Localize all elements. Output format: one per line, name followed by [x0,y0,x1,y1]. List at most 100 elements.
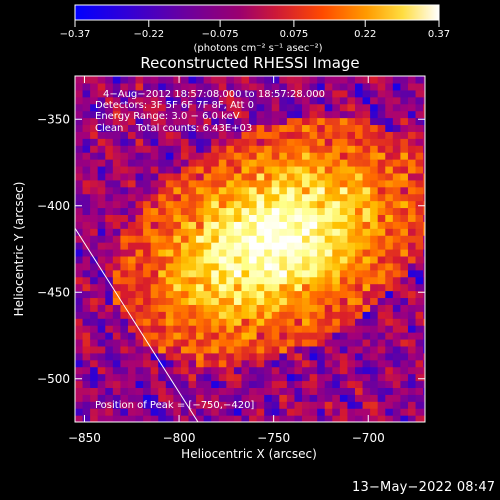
heatmap-cell [339,89,349,98]
heatmap-cell [75,179,84,188]
heatmap-cell [249,318,258,326]
heatmap-cell [226,373,235,382]
heatmap-cell [279,262,288,271]
heatmap-cell [392,235,402,243]
heatmap-cell [75,373,84,382]
heatmap-cell [143,186,152,195]
heatmap-cell [158,345,167,354]
heatmap-cell [97,159,106,167]
heatmap-cell [75,207,84,215]
heatmap-cell [173,373,182,382]
heatmap-cell [203,159,212,167]
heatmap-cell [196,110,205,119]
heatmap-cell [377,193,386,202]
heatmap-cell [90,193,99,202]
heatmap-cell [120,228,129,236]
heatmap-cell [332,338,341,347]
heatmap-cell [143,117,152,126]
heatmap-cell [339,152,349,160]
heatmap-cell [203,394,212,402]
heatmap-cell [256,415,265,422]
heatmap-cell [90,394,99,402]
heatmap-cell [407,394,417,402]
heatmap-cell [218,276,227,285]
heatmap-cell [173,380,182,388]
heatmap-cell [392,415,402,422]
heatmap-cell [196,408,205,416]
heatmap-cell [271,193,280,202]
heatmap-cell [90,387,99,395]
heatmap-cell [347,138,356,146]
heatmap-cell [347,228,356,236]
heatmap-cell [324,228,333,236]
heatmap-cell [377,242,386,250]
heatmap-cell [324,152,333,160]
heatmap-cell [112,408,122,416]
heatmap-cell [218,366,227,375]
heatmap-cell [309,401,318,409]
generation-timestamp: 13−May−2022 08:47 [352,480,496,495]
heatmap-cell [392,110,402,119]
heatmap-cell [286,186,296,195]
heatmap-cell [377,255,386,264]
heatmap-cell [271,262,280,271]
heatmap-cell [286,415,296,422]
heatmap-cell [317,172,326,181]
heatmap-cell [196,179,205,188]
heatmap-cell [370,207,379,215]
heatmap-cell [127,394,137,402]
heatmap-cell [423,165,425,174]
heatmap-cell [317,228,326,236]
heatmap-cell [362,366,371,375]
heatmap-cell [180,165,190,174]
heatmap-cell [218,401,227,409]
heatmap-cell [332,89,341,98]
heatmap-cell [385,152,394,160]
heatmap-cell [355,117,364,126]
heatmap-cell [355,297,364,305]
heatmap-cell [347,345,356,354]
heatmap-cell [355,255,364,264]
heatmap-cell [241,179,250,188]
heatmap-cell [105,193,114,202]
heatmap-cell [317,89,326,98]
heatmap-cell [226,325,235,333]
heatmap-cell [324,235,333,243]
heatmap-cell [271,401,280,409]
heatmap-cell [249,96,258,105]
heatmap-cell [407,269,417,278]
heatmap-cell [400,276,409,285]
heatmap-cell [173,318,182,326]
heatmap-cell [75,387,84,395]
heatmap-cell [279,228,288,236]
heatmap-cell [385,269,394,278]
heatmap-cell [332,332,341,340]
heatmap-cell [188,311,197,319]
heatmap-cell [392,345,402,354]
heatmap-cell [347,179,356,188]
heatmap-cell [158,297,167,305]
heatmap-cell [105,89,114,98]
heatmap-cell [233,332,243,340]
heatmap-cell [143,325,152,333]
heatmap-cell [120,117,129,126]
heatmap-cell [400,76,409,84]
heatmap-cell [392,359,402,368]
heatmap-cell [150,359,159,368]
heatmap-cell [324,131,333,139]
heatmap-cell [400,82,409,91]
heatmap-cell [317,110,326,119]
heatmap-cell [309,103,318,112]
heatmap-cell [309,235,318,243]
heatmap-cell [158,110,167,119]
heatmap-cell [143,131,152,139]
heatmap-cell [256,366,265,375]
heatmap-cell [377,228,386,236]
heatmap-cell [188,283,197,292]
heatmap-cell [339,394,349,402]
heatmap-cell [97,345,106,354]
heatmap-cell [392,193,402,202]
heatmap-cell [309,228,318,236]
heatmap-cell [226,262,235,271]
